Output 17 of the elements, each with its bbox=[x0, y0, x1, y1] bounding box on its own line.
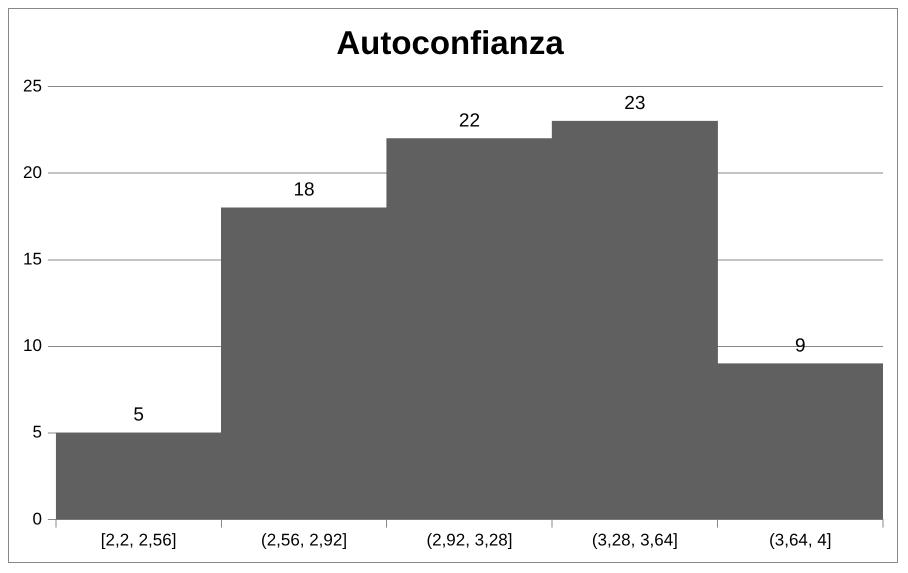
data-label: 5 bbox=[133, 404, 144, 426]
y-tick-label: 0 bbox=[32, 509, 42, 528]
data-label: 22 bbox=[458, 110, 480, 132]
x-tick-label: (3,28, 3,64] bbox=[592, 530, 678, 550]
x-tick-label: [2,2, 2,56] bbox=[100, 530, 176, 550]
data-label: 18 bbox=[293, 180, 315, 201]
y-tick-label: 5 bbox=[32, 422, 42, 442]
y-tick-label: 10 bbox=[22, 336, 42, 356]
x-tick-label: (2,92, 3,28] bbox=[426, 530, 512, 550]
y-tick-label: 20 bbox=[22, 162, 42, 182]
y-tick-label: 25 bbox=[22, 76, 42, 96]
data-label: 23 bbox=[624, 92, 646, 114]
chart-title: Autoconfianza bbox=[336, 24, 564, 61]
x-tick-label: (2,56, 2,92] bbox=[261, 530, 348, 550]
x-tick-label: (3,64, 4] bbox=[769, 530, 832, 550]
y-tick-label: 15 bbox=[22, 249, 42, 268]
data-label: 9 bbox=[795, 335, 806, 356]
